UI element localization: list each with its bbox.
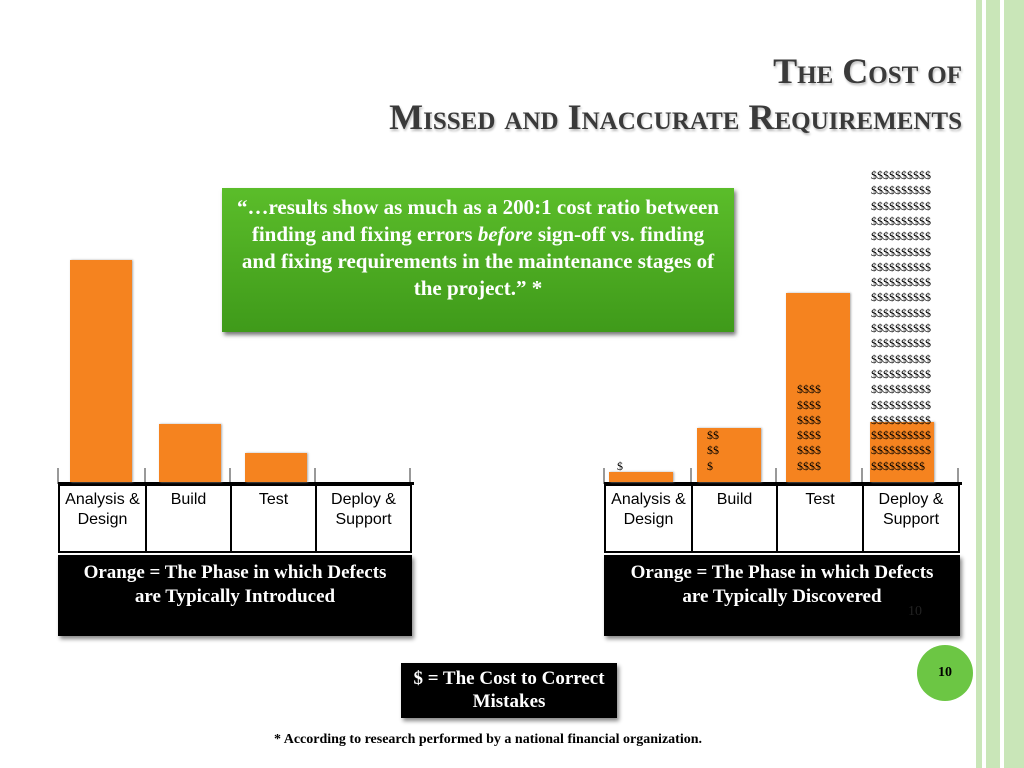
dollar-row: $$$$$$$$$$ (871, 428, 931, 443)
dollar-row: $$$$ (797, 412, 821, 427)
bar (609, 472, 673, 482)
dollar-row: $$$$$$$$$$ (871, 305, 931, 320)
bar (697, 428, 761, 482)
baseline (58, 482, 414, 485)
caption: Orange = The Phase in which Defects are … (58, 555, 412, 636)
category-label: Test (776, 484, 864, 553)
bar (870, 422, 934, 482)
quote-emphasis: before (477, 222, 533, 246)
category-label: Deploy & Support (862, 484, 960, 553)
dollar-row: $$$$$$$$$$ (871, 336, 931, 351)
tick-mark (144, 468, 146, 484)
dollar-row: $$$$$$$$$$ (871, 275, 931, 290)
footnote: * According to research performed by a n… (273, 732, 702, 747)
quote-box: “…results show as much as a 200:1 cost r… (222, 188, 734, 332)
dollar-row: $$$$$$$$$$ (871, 213, 931, 228)
category-label: Build (691, 484, 778, 553)
dollar-row: $$ (707, 428, 719, 443)
legend-box: $ = The Cost to Correct Mistakes (401, 663, 617, 718)
dollar-row: $$$$ (797, 397, 821, 412)
dollar-row: $$$$ (797, 458, 821, 473)
category-label: Analysis & Design (58, 484, 147, 553)
dollar-row: $$ (707, 443, 719, 458)
border-strip (976, 0, 982, 768)
category-label: Build (145, 484, 232, 553)
tick-mark (57, 468, 59, 484)
dollar-row: $$$$$$$$$$ (871, 351, 931, 366)
bar (159, 424, 221, 482)
dollar-row: $$$$$$$$$$ (871, 290, 931, 305)
category-label: Analysis & Design (604, 484, 693, 553)
tick-mark (229, 468, 231, 484)
dollar-row: $$$$$$$$$$ (871, 244, 931, 259)
border-strip (1004, 0, 1024, 768)
dollar-row: $ (707, 458, 713, 473)
dollar-row: $$$$ (797, 428, 821, 443)
tick-mark (775, 468, 777, 484)
title-line: Missed and Inaccurate Requirements (389, 97, 962, 137)
ghost-page-number: 10 (908, 604, 922, 619)
baseline (604, 482, 962, 485)
dollar-row: $$$$$$$$$$ (871, 397, 931, 412)
quote-text: “…results show as much as a 200:1 cost r… (236, 195, 719, 246)
bar (245, 453, 307, 482)
dollar-row: $$$$ (797, 382, 821, 397)
tick-mark (861, 468, 863, 484)
dollar-row: $$$$$$$$$$ (871, 198, 931, 213)
category-label: Deploy & Support (315, 484, 412, 553)
dollar-row: $$$$$$$$$ (871, 458, 925, 473)
tick-mark (957, 468, 959, 484)
dollar-row: $$$$ (797, 443, 821, 458)
dollar-row: $$$$$$$$$$ (871, 366, 931, 381)
dollar-row: $$$$$$$$$$ (871, 259, 931, 274)
dollar-row: $$$$$$$$$$ (871, 412, 931, 427)
tick-mark (603, 468, 605, 484)
tick-mark (314, 468, 316, 484)
tick-mark (690, 468, 692, 484)
dollar-row: $ (617, 458, 623, 473)
bar (70, 260, 132, 482)
dollar-row: $$$$$$$$$$ (871, 183, 931, 198)
quote-text: sign-off vs. finding and fixing requirem… (241, 222, 715, 300)
bar (786, 293, 850, 482)
title-line: The Cost of (773, 51, 962, 91)
tick-mark (409, 468, 411, 484)
dollar-row: $$$$$$$$$$ (871, 229, 931, 244)
dollar-row: $$$$$$$$$$ (871, 443, 931, 458)
dollar-row: $$$$$$$$$$ (871, 168, 931, 182)
dollar-row: $$$$$$$$$$ (871, 382, 931, 397)
category-label: Test (230, 484, 317, 553)
caption: Orange = The Phase in which Defects are … (604, 555, 960, 636)
border-strip (986, 0, 1000, 768)
page-number: 10 (917, 645, 973, 701)
dollar-row: $$$$$$$$$$ (871, 321, 931, 335)
